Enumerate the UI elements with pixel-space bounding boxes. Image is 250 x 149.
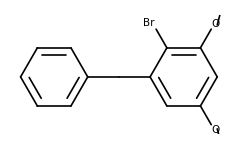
- Text: Br: Br: [143, 18, 154, 28]
- Text: O: O: [211, 18, 219, 28]
- Text: O: O: [211, 125, 219, 135]
